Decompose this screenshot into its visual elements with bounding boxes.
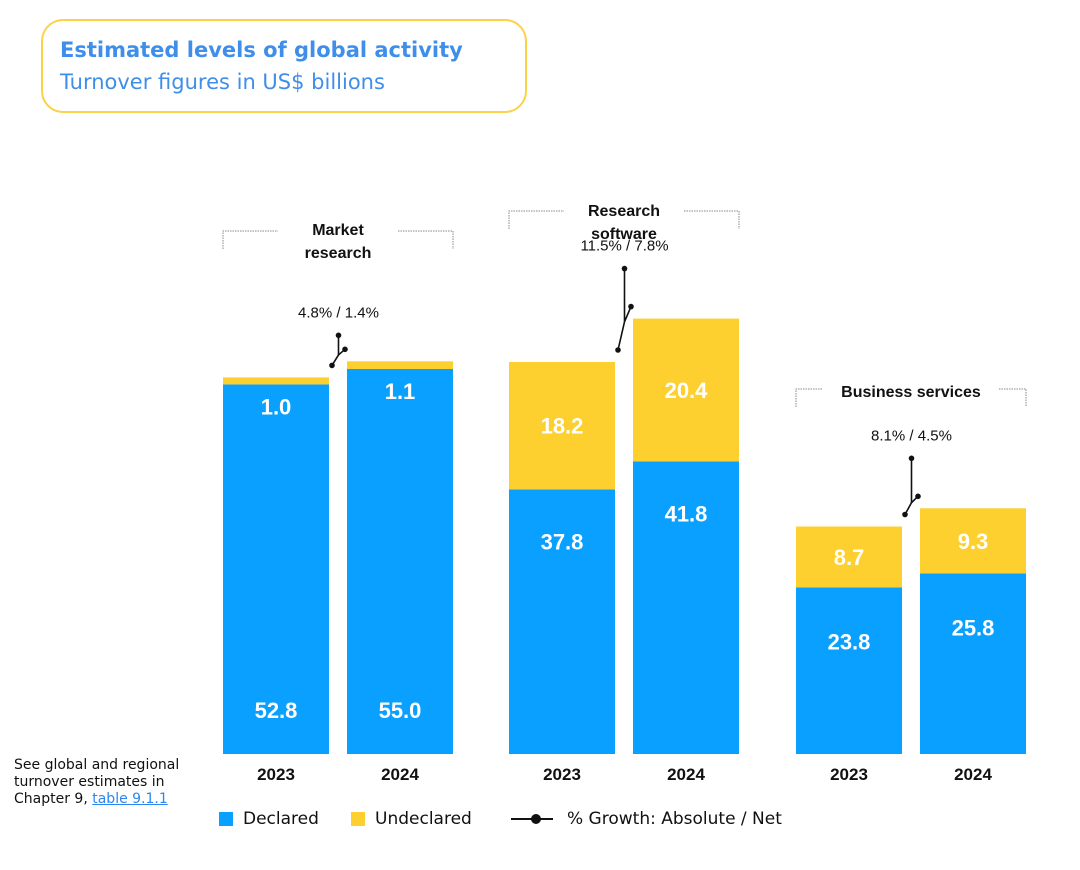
growth-dot-top <box>908 455 915 462</box>
value-label-undeclared: 8.7 <box>834 545 865 570</box>
bar-declared-0-1 <box>347 369 453 754</box>
value-label-declared: 55.0 <box>379 698 422 723</box>
growth-label: 11.5% / 7.8% <box>580 238 668 255</box>
value-label-undeclared: 20.4 <box>665 378 709 403</box>
legend-declared-label: Declared <box>243 809 319 829</box>
growth-dot-left <box>902 511 908 518</box>
group-title: software <box>591 226 657 243</box>
legend-undeclared: Undeclared <box>351 808 472 830</box>
group-title: Business services <box>841 384 981 401</box>
value-label-declared: 23.8 <box>828 629 871 654</box>
growth-connector-upper <box>337 335 346 357</box>
group-title: research <box>305 245 372 262</box>
value-label-declared: 41.8 <box>665 501 708 526</box>
title-box: Estimated levels of global activity Turn… <box>41 19 527 113</box>
declared-swatch <box>219 812 233 826</box>
growth-dot-right <box>342 346 348 353</box>
growth-connector-lower <box>617 321 626 351</box>
year-label: 2023 <box>257 765 295 784</box>
growth-dot-right <box>915 493 921 500</box>
group-title: Market <box>312 222 364 239</box>
group-bracket-right <box>398 230 454 249</box>
bar-declared-2-0 <box>796 587 902 754</box>
table-link[interactable]: table 9.1.1 <box>92 791 168 807</box>
growth-dot-top <box>621 265 628 272</box>
bar-undeclared-2-0 <box>796 526 902 588</box>
chart-title: Estimated levels of global activity <box>60 38 463 62</box>
legend-growth-label: % Growth: Absolute / Net <box>567 809 782 829</box>
growth-line-icon <box>511 812 553 826</box>
year-label: 2024 <box>667 765 705 784</box>
legend-declared: Declared <box>219 808 319 830</box>
value-label-undeclared: 1.1 <box>385 379 416 404</box>
bar-declared-2-1 <box>920 573 1026 754</box>
bar-undeclared-0-1 <box>347 361 453 369</box>
year-label: 2023 <box>543 765 581 784</box>
legend-undeclared-label: Undeclared <box>375 809 472 829</box>
value-label-declared: 37.8 <box>541 529 584 554</box>
growth-connector-upper <box>623 268 632 323</box>
bar-declared-1-1 <box>633 461 739 754</box>
footnote: See global and regional turnover estimat… <box>14 757 204 808</box>
growth-dot-left <box>615 347 621 353</box>
group-bracket-left <box>795 388 823 407</box>
year-label: 2023 <box>830 765 868 784</box>
growth-dot-top <box>335 332 342 339</box>
value-label-declared: 52.8 <box>255 698 298 723</box>
bar-undeclared-1-0 <box>509 362 615 490</box>
legend-growth: % Growth: Absolute / Net <box>511 808 782 830</box>
growth-label: 4.8% / 1.4% <box>298 304 379 321</box>
group-bracket-right <box>684 210 740 229</box>
value-label-undeclared: 9.3 <box>958 529 989 554</box>
group-bracket-left <box>508 210 564 229</box>
group-title: Research <box>588 203 660 220</box>
year-label: 2024 <box>381 765 419 784</box>
undeclared-swatch <box>351 812 365 826</box>
footnote-text: See global and regional turnover estimat… <box>14 757 180 807</box>
chart-subtitle: Turnover figures in US$ billions <box>60 70 385 94</box>
bar-undeclared-0-0 <box>223 377 329 385</box>
value-label-undeclared: 18.2 <box>541 414 584 439</box>
growth-label: 8.1% / 4.5% <box>871 427 952 444</box>
year-label: 2024 <box>954 765 992 784</box>
bar-declared-0-0 <box>223 384 329 754</box>
bar-undeclared-2-1 <box>920 508 1026 574</box>
bar-undeclared-1-1 <box>633 318 739 462</box>
group-bracket-left <box>222 230 278 249</box>
growth-dot-left <box>329 362 335 369</box>
value-label-declared: 25.8 <box>952 615 995 640</box>
growth-dot-right <box>628 303 634 310</box>
bar-declared-1-0 <box>509 489 615 754</box>
value-label-undeclared: 1.0 <box>261 394 292 419</box>
group-bracket-right <box>999 388 1027 407</box>
